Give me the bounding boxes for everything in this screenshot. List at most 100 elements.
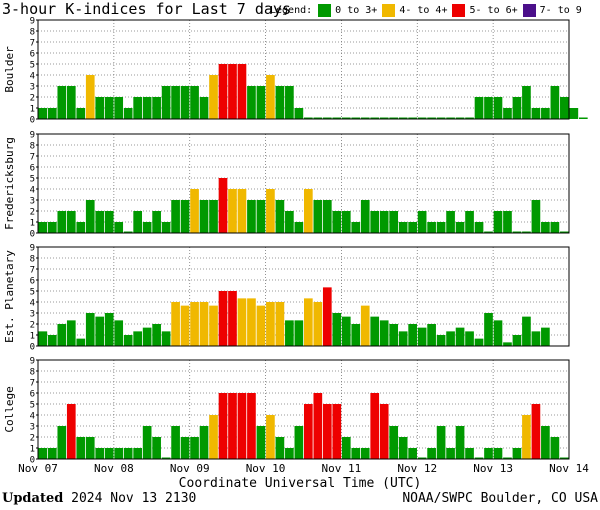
k-index-bar [171, 86, 180, 119]
k-index-bar [389, 426, 399, 459]
k-index-bar [578, 117, 588, 119]
y-tick-label: 4 [30, 186, 35, 196]
y-tick-label: 8 [30, 28, 35, 38]
k-index-bar [332, 313, 342, 346]
legend-swatch [522, 4, 536, 17]
k-index-bar [123, 108, 133, 119]
k-index-bar [512, 448, 522, 459]
k-index-bar [360, 117, 370, 119]
y-tick-label: 2 [30, 208, 35, 218]
legend-item-quiet: 0 to 3+ [318, 4, 377, 17]
y-tick-label: 7 [30, 266, 35, 276]
k-index-bar [133, 331, 143, 346]
k-index-bar [370, 117, 380, 119]
k-index-bar [474, 222, 484, 233]
k-index-bar [560, 457, 569, 459]
y-tick-label: 7 [30, 39, 35, 49]
k-index-bar [446, 448, 455, 459]
k-index-bar [95, 448, 105, 459]
y-tick-label: 1 [30, 105, 35, 115]
k-index-bar [285, 211, 294, 233]
k-index-bar [455, 327, 465, 346]
k-index-bar [304, 189, 313, 233]
y-tick-label: 8 [30, 142, 35, 152]
panel-frame [37, 19, 570, 120]
k-index-bar [569, 108, 579, 119]
k-index-bar [57, 426, 67, 459]
k-index-bar [484, 313, 493, 346]
k-index-bar [560, 231, 569, 233]
k-index-bar [218, 178, 228, 233]
y-tick-label: 0 [30, 230, 35, 240]
k-index-bar [541, 108, 550, 119]
k-index-bar [104, 211, 114, 233]
y-tick-label: 3 [30, 83, 35, 93]
k-index-bar [57, 324, 67, 346]
k-index-bar [351, 448, 361, 459]
k-index-bar [275, 86, 285, 119]
x-tick-label: Nov 10 [246, 462, 286, 475]
k-index-bar [294, 108, 304, 119]
k-index-bar [209, 75, 218, 119]
k-index-bar [512, 231, 522, 233]
k-index-bar [104, 313, 114, 346]
k-index-bar [465, 448, 474, 459]
k-index-bar [560, 97, 569, 119]
k-index-bar [237, 189, 247, 233]
k-index-bar [531, 108, 541, 119]
k-index-bar [484, 231, 493, 233]
y-tick-label: 4 [30, 412, 35, 422]
y-tick-label: 3 [30, 423, 35, 433]
k-index-bar [427, 324, 436, 346]
k-index-bar [256, 200, 266, 233]
k-index-panels: 0123456789Boulder0123456789Fredericksbur… [3, 17, 589, 476]
k-index-bar [247, 200, 256, 233]
y-tick-label: 9 [30, 131, 35, 141]
k-index-bar [209, 200, 218, 233]
k-index-bar [190, 86, 199, 119]
k-index-bar [313, 117, 323, 119]
k-index-bar [398, 117, 408, 119]
legend-label: Legend: [270, 5, 313, 16]
k-index-bar [47, 448, 57, 459]
k-index-bar [85, 437, 95, 459]
k-index-bar [389, 324, 399, 346]
k-index-bar [417, 457, 427, 459]
k-index-bar [38, 222, 48, 233]
k-index-bar [266, 415, 275, 459]
k-index-bar [436, 335, 446, 346]
k-index-bar [199, 302, 209, 346]
panel-frame [37, 246, 570, 347]
k-index-bar [218, 393, 228, 459]
k-index-bar [436, 426, 446, 459]
k-index-bar [360, 305, 370, 346]
k-index-bar [199, 97, 209, 119]
k-index-bar [76, 338, 86, 346]
k-index-bar [474, 338, 484, 346]
k-index-bar [398, 222, 408, 233]
k-index-bar [550, 437, 560, 459]
y-tick-label: 7 [30, 379, 35, 389]
k-index-bar [133, 448, 143, 459]
y-tick-label: 0 [30, 116, 35, 126]
x-tick-label: Nov 09 [170, 462, 210, 475]
x-tick-label: Nov 07 [18, 462, 58, 475]
k-index-bar [171, 200, 180, 233]
k-index-bar [493, 448, 503, 459]
k-index-bar [304, 298, 313, 346]
y-tick-label: 6 [30, 277, 35, 287]
y-tick-label: 5 [30, 61, 35, 71]
k-index-bar [285, 448, 294, 459]
k-index-bar [503, 108, 512, 119]
k-index-bar [389, 211, 399, 233]
k-index-bar [531, 404, 541, 459]
k-index-bar [313, 393, 323, 459]
k-index-bar [408, 448, 417, 459]
k-index-bar [180, 86, 190, 119]
k-index-bar [398, 437, 408, 459]
k-index-bar [503, 457, 512, 459]
y-tick-label: 6 [30, 50, 35, 60]
k-index-bar [446, 117, 455, 119]
